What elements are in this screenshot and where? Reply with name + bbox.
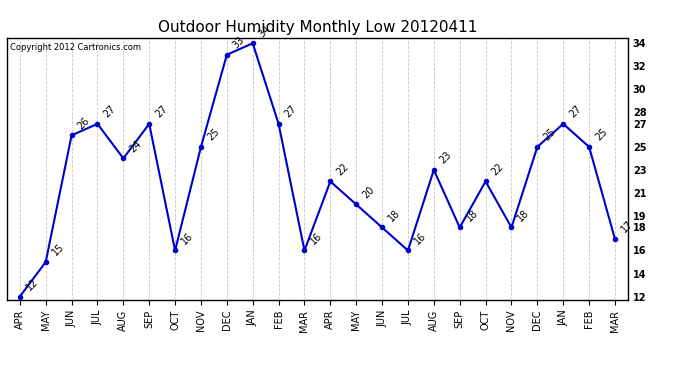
Text: 24: 24 — [128, 138, 144, 154]
Text: 23: 23 — [438, 150, 454, 166]
Text: 18: 18 — [464, 208, 480, 223]
Text: 22: 22 — [490, 161, 506, 177]
Title: Outdoor Humidity Monthly Low 20120411: Outdoor Humidity Monthly Low 20120411 — [158, 20, 477, 35]
Text: 25: 25 — [593, 127, 609, 143]
Text: 27: 27 — [567, 104, 583, 120]
Text: 17: 17 — [619, 219, 635, 235]
Text: 18: 18 — [515, 208, 531, 223]
Text: 18: 18 — [386, 208, 402, 223]
Text: 16: 16 — [308, 231, 324, 246]
Text: 12: 12 — [24, 276, 40, 292]
Text: 26: 26 — [76, 116, 92, 131]
Text: 15: 15 — [50, 242, 66, 258]
Text: 27: 27 — [101, 104, 117, 120]
Text: Copyright 2012 Cartronics.com: Copyright 2012 Cartronics.com — [10, 43, 141, 52]
Text: 20: 20 — [360, 184, 376, 200]
Text: 22: 22 — [335, 161, 351, 177]
Text: 16: 16 — [179, 231, 195, 246]
Text: 34: 34 — [257, 23, 273, 39]
Text: 27: 27 — [283, 104, 299, 120]
Text: 25: 25 — [542, 127, 558, 143]
Text: 16: 16 — [412, 231, 428, 246]
Text: 25: 25 — [205, 127, 221, 143]
Text: 33: 33 — [231, 35, 247, 51]
Text: 27: 27 — [153, 104, 169, 120]
